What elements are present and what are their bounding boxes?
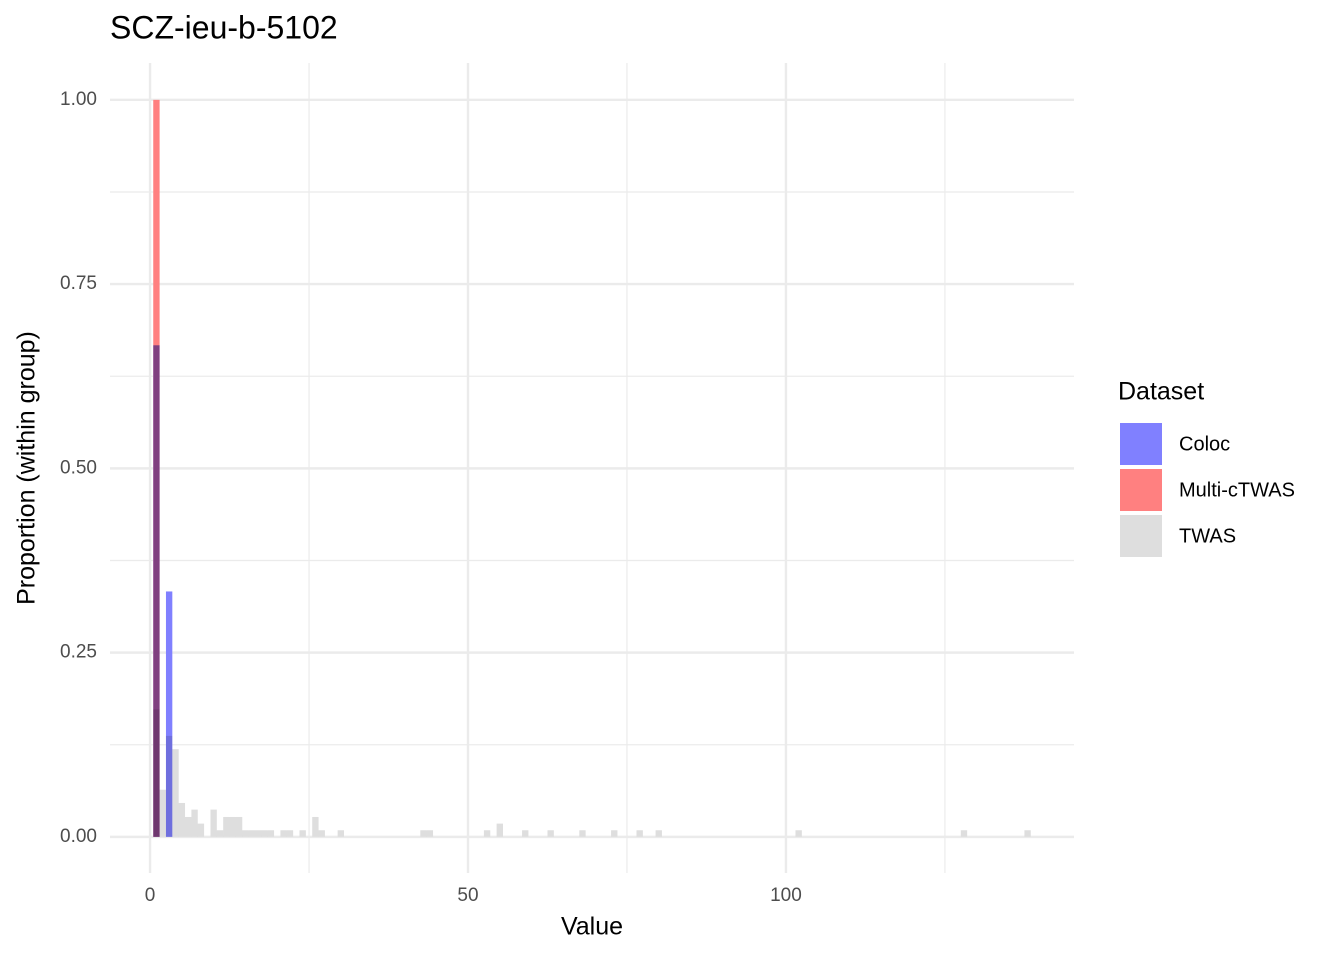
- chart-title: SCZ-ieu-b-5102: [110, 9, 338, 45]
- histogram-bar: [636, 830, 643, 837]
- legend-label: Multi-cTWAS: [1179, 479, 1295, 501]
- histogram-bar: [172, 749, 179, 837]
- legend-key: [1120, 515, 1162, 557]
- histogram-bar: [496, 823, 503, 837]
- histogram-bar: [483, 830, 491, 837]
- histogram-bar: [337, 830, 345, 837]
- histogram-bar: [286, 830, 294, 837]
- histogram-bar: [795, 830, 802, 837]
- legend-title: Dataset: [1118, 378, 1204, 406]
- y-axis-title: Proportion (within group): [13, 331, 41, 605]
- histogram-bar: [216, 830, 224, 837]
- histogram-bar: [242, 830, 249, 837]
- histogram-bar: [261, 830, 268, 837]
- histogram-bar: [522, 830, 529, 837]
- x-tick-label: 50: [457, 885, 478, 906]
- histogram-bar: [178, 802, 186, 837]
- y-tick-label: 0.00: [60, 826, 97, 847]
- histogram-bar: [280, 830, 287, 837]
- histogram-bar: [579, 830, 586, 837]
- histogram-bar: [426, 830, 434, 837]
- bars: [153, 99, 1031, 837]
- histogram-bar: [267, 830, 275, 837]
- histogram-bar: [312, 816, 319, 837]
- histogram-bar: [229, 816, 236, 837]
- histogram-bar: [318, 830, 325, 837]
- histogram-bar: [254, 830, 262, 837]
- grid: [110, 63, 1074, 873]
- y-tick-label: 1.00: [60, 89, 97, 110]
- y-tick-label: 0.75: [60, 273, 97, 294]
- histogram-bar: [185, 816, 192, 837]
- histogram-bar: [197, 823, 205, 837]
- y-tick-label: 0.25: [60, 642, 97, 663]
- histogram-bar: [960, 830, 968, 837]
- legend-label: Coloc: [1179, 433, 1230, 455]
- histogram-bar: [153, 345, 160, 837]
- x-tick-label: 100: [770, 885, 802, 906]
- histogram-bar: [223, 816, 230, 837]
- histogram-bar: [547, 830, 554, 837]
- histogram-bar: [235, 816, 243, 837]
- legend-key: [1120, 423, 1162, 465]
- histogram-bar: [159, 789, 166, 837]
- y-tick-label: 0.50: [60, 457, 97, 478]
- legend-key: [1120, 469, 1162, 511]
- histogram-bar: [611, 830, 618, 837]
- histogram-bar: [248, 830, 255, 837]
- histogram-bar: [420, 830, 427, 837]
- legend-label: TWAS: [1179, 525, 1236, 547]
- histogram-bar: [1024, 830, 1031, 837]
- histogram-bar: [655, 830, 662, 837]
- histogram-bar: [210, 809, 217, 837]
- x-tick-label: 0: [145, 885, 156, 906]
- histogram-bar: [191, 809, 198, 837]
- histogram-bar: [165, 591, 173, 837]
- x-axis-title: Value: [561, 913, 623, 941]
- histogram-bar: [299, 830, 306, 837]
